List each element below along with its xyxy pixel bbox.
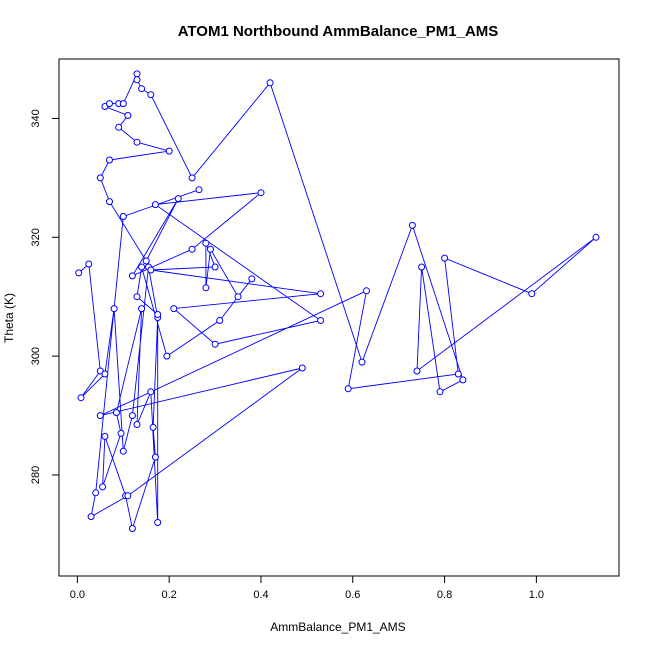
data-point (75, 269, 83, 277)
data-point (459, 376, 467, 384)
data-point (133, 138, 141, 146)
data-point (436, 388, 444, 396)
data-point (248, 275, 256, 283)
data-point (96, 412, 104, 420)
data-point (266, 79, 274, 87)
data-point (257, 189, 265, 197)
data-point (211, 263, 219, 271)
data-point (147, 266, 155, 274)
data-point (119, 100, 127, 108)
data-point (358, 358, 366, 366)
data-point (298, 364, 306, 372)
data-point (77, 394, 85, 402)
x-tick-label: 0.8 (437, 589, 452, 601)
data-point (147, 388, 155, 396)
data-point (133, 421, 141, 428)
data-point (149, 423, 157, 431)
data-point (363, 287, 370, 295)
data-point (408, 221, 416, 229)
data-point (138, 305, 146, 313)
data-point (128, 272, 136, 280)
data-point (592, 233, 600, 241)
data-point (101, 370, 109, 378)
data-point (528, 290, 536, 298)
data-point (128, 525, 136, 532)
data-point (119, 213, 127, 220)
data-point (138, 263, 146, 271)
data-point (124, 492, 132, 500)
data-point (138, 85, 146, 93)
data-point (133, 76, 141, 84)
x-axis: 0.0 0.2 0.4 0.6 0.8 1.0 (70, 575, 544, 601)
data-point (92, 489, 100, 497)
data-point (234, 293, 242, 301)
data-point (195, 186, 203, 194)
y-tick-label: 300 (30, 347, 42, 365)
data-point (117, 429, 125, 437)
chart-title: ATOM1 Northbound AmmBalance_PM1_AMS (178, 23, 499, 40)
y-axis-label: Theta (K) (2, 293, 16, 343)
data-point (216, 317, 224, 324)
data-point (211, 340, 219, 348)
y-axis: 280 300 320 340 (30, 109, 60, 484)
data-point (112, 409, 120, 417)
data-point (154, 311, 162, 318)
data-point (96, 174, 104, 182)
data-point (151, 453, 159, 461)
x-tick-label: 0.6 (345, 589, 360, 601)
data-point (151, 201, 159, 209)
data-point (101, 432, 109, 440)
data-point (454, 370, 462, 378)
x-axis-label: AmmBalance_PM1_AMS (270, 620, 405, 634)
data-point (106, 156, 113, 164)
x-tick-label: 0.2 (162, 589, 177, 601)
data-point (133, 70, 141, 78)
data-point (317, 290, 325, 298)
data-point (188, 174, 196, 182)
data-point (119, 447, 127, 455)
data-point (128, 412, 136, 420)
data-series (75, 70, 600, 532)
y-tick-label: 280 (30, 466, 42, 484)
data-point (202, 239, 210, 247)
data-point (163, 352, 171, 360)
y-tick-label: 340 (30, 109, 42, 127)
data-point (99, 483, 107, 491)
data-point (154, 519, 162, 526)
data-point (115, 123, 123, 131)
data-point (110, 305, 118, 313)
data-point (133, 293, 141, 301)
data-point (106, 100, 113, 108)
x-tick-label: 0.4 (253, 589, 268, 601)
data-point (202, 284, 210, 292)
x-tick-label: 0.0 (70, 589, 85, 601)
data-point (207, 245, 214, 253)
data-point (413, 367, 421, 375)
data-point (85, 260, 93, 268)
data-point (188, 245, 196, 253)
data-point (147, 91, 155, 99)
y-tick-label: 320 (30, 228, 42, 246)
data-point (441, 254, 449, 262)
x-tick-label: 1.0 (529, 589, 544, 601)
data-point (317, 317, 325, 324)
data-point (170, 305, 178, 313)
data-point (124, 112, 132, 119)
data-point (344, 385, 352, 393)
data-point (165, 147, 173, 155)
data-point (106, 198, 113, 206)
data-point (87, 513, 95, 521)
data-point (174, 195, 182, 203)
data-point (418, 263, 426, 271)
data-point (142, 257, 150, 265)
series-line (78, 73, 597, 531)
